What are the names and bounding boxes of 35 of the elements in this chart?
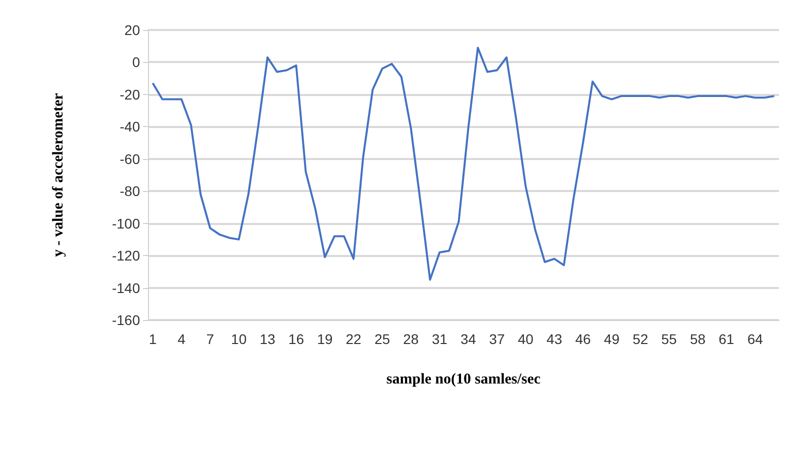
y-tick-label: -80 [120,183,140,200]
y-tick-label: -100 [112,215,140,232]
y-tick-label: -60 [120,150,140,167]
x-tick-label: 28 [403,331,419,347]
y-tick-label: -40 [120,118,140,135]
y-tick-label: -160 [112,312,140,328]
y-tick-label: -20 [120,86,140,102]
x-tick-label: 61 [718,331,734,347]
x-tick-label: 13 [260,331,276,347]
x-tick-label: 7 [206,331,214,347]
y-tick-label: 0 [132,54,140,70]
x-tick-label: 49 [604,331,620,347]
x-tick-label: 31 [432,331,448,347]
x-tick-label: 16 [288,331,304,347]
y-tick-label: 20 [124,22,140,38]
x-tick-label: 19 [317,331,333,347]
x-tick-label: 46 [575,331,592,347]
x-tick-label: 40 [518,331,534,347]
x-tick-label: 25 [374,331,390,347]
x-axis-title: sample no(10 samles/sec [386,372,541,388]
x-tick-label: 22 [346,331,362,347]
x-tick-label: 37 [489,331,505,347]
x-tick-label: 4 [178,331,186,347]
y-tick-label: -140 [112,280,140,296]
x-tick-label: 43 [546,331,562,347]
line-series [152,46,776,281]
y-tick-label: -120 [112,248,140,264]
x-tick-label: 64 [747,331,764,347]
y-axis-title: y - value of accelerometer [50,92,66,257]
x-tick-label: 52 [632,331,648,347]
x-tick-label: 55 [661,331,678,347]
x-tick-label: 58 [690,331,706,347]
x-tick-label: 1 [148,331,157,347]
x-tick-label: 10 [231,331,247,347]
x-tick-label: 34 [460,331,476,347]
